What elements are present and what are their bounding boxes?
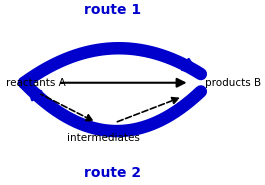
Text: reactants A: reactants A	[6, 78, 66, 88]
Text: route 1: route 1	[84, 3, 141, 17]
Text: route 2: route 2	[84, 166, 141, 180]
Text: products B: products B	[205, 78, 262, 88]
Text: intermediates: intermediates	[67, 133, 140, 143]
